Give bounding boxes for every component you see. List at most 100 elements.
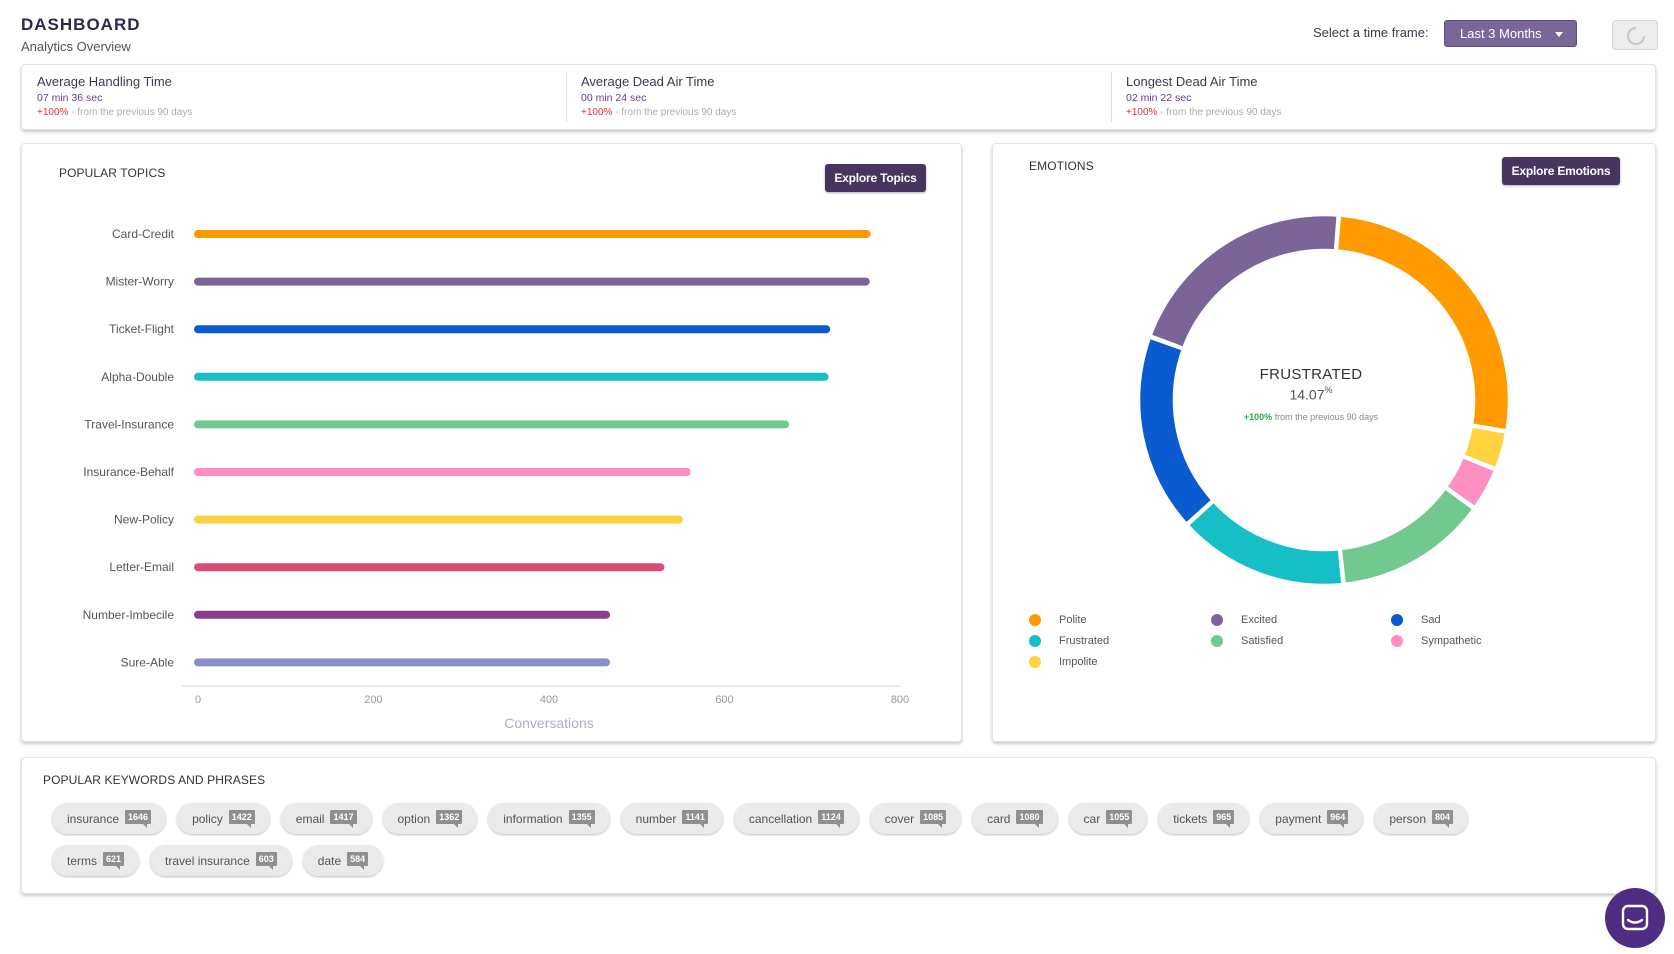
keyword-count-badge: 1362: [436, 809, 463, 828]
x-axis-title: Conversations: [504, 715, 594, 731]
keyword-count-badge: 1422: [228, 809, 255, 828]
keywords-row: terms 621 travel insurance 603 date 584: [52, 845, 394, 876]
keyword-count-badge: 1085: [920, 809, 947, 828]
keyword-pill[interactable]: travel insurance 603: [150, 845, 292, 876]
spinner-icon: [1627, 27, 1645, 45]
popular-topics-card: POPULAR TOPICS Explore Topics Card-Credi…: [21, 143, 962, 742]
kpi-change: +100% - from the previous 90 days: [581, 107, 736, 118]
keyword-pill[interactable]: payment 964: [1260, 803, 1364, 834]
donut-slice-sad[interactable]: [1137, 336, 1215, 526]
kpi-change-note: - from the previous 90 days: [68, 107, 193, 118]
explore-emotions-button[interactable]: Explore Emotions: [1502, 157, 1620, 185]
keyword-pill[interactable]: option 1362: [382, 803, 478, 834]
explore-topics-button[interactable]: Explore Topics: [825, 164, 926, 192]
kpi-value: 02 min 22 sec: [1126, 92, 1192, 104]
keyword-label: terms: [67, 853, 97, 868]
timeframe-label: Select a time frame:: [1313, 25, 1429, 40]
refresh-button[interactable]: [1612, 20, 1658, 50]
legend-item-frustrated[interactable]: Frustrated: [1029, 635, 1109, 647]
keyword-label: tickets: [1173, 811, 1208, 826]
x-tick-label: 200: [364, 694, 382, 706]
keyword-count-badge: 965: [1213, 809, 1235, 828]
kpi-change: +100% - from the previous 90 days: [37, 107, 192, 118]
keyword-pill[interactable]: cover 1085: [869, 803, 962, 834]
page-subtitle: Analytics Overview: [21, 39, 131, 54]
keyword-pill[interactable]: person 804: [1374, 803, 1469, 834]
keyword-pill[interactable]: terms 621: [52, 845, 140, 876]
caret-down-icon: [1555, 32, 1563, 37]
timeframe-selected: Last 3 Months: [1460, 26, 1542, 41]
donut-slice-frustrated[interactable]: [1186, 499, 1344, 587]
bar-category-label: Card-Credit: [112, 227, 175, 241]
keyword-pill[interactable]: email 1417: [280, 803, 372, 834]
kpi-title: Average Dead Air Time: [581, 74, 715, 89]
legend-item-sad[interactable]: Sad: [1391, 614, 1441, 626]
bar-category-label: Sure-Able: [121, 655, 175, 669]
donut-slice-satisfied[interactable]: [1339, 486, 1476, 586]
keyword-count-badge: 1055: [1106, 809, 1133, 828]
keyword-count-badge: 1080: [1016, 809, 1043, 828]
keyword-count-badge: 1355: [568, 809, 595, 828]
keyword-label: person: [1389, 811, 1427, 826]
legend-label: Frustrated: [1059, 635, 1110, 647]
keyword-label: email: [295, 811, 325, 826]
keyword-pill[interactable]: cancellation 1124: [733, 803, 859, 834]
donut-center-label: FRUSTRATED: [1259, 366, 1363, 383]
legend-label: Sad: [1421, 614, 1441, 626]
legend-label: Polite: [1059, 614, 1087, 626]
keyword-pill[interactable]: car 1055: [1068, 803, 1148, 834]
keyword-pill[interactable]: date 584: [302, 845, 384, 876]
keyword-pill[interactable]: card 1080: [972, 803, 1058, 834]
donut-slice-excited[interactable]: [1148, 213, 1340, 350]
legend-item-polite[interactable]: Polite: [1029, 614, 1087, 626]
donut-slice-polite[interactable]: [1335, 214, 1511, 432]
keyword-pill[interactable]: insurance 1646: [52, 803, 167, 834]
topics-bar-chart: Card-Credit Mister-Worry Ticket-Flight Alph…: [83, 227, 910, 731]
legend-item-satisfied[interactable]: Satisfied: [1211, 635, 1283, 647]
donut-center-change-note: from the previous 90 days: [1274, 412, 1379, 423]
kpi-change-percent: +100%: [1126, 107, 1158, 118]
x-tick-label: 0: [195, 694, 201, 706]
bar-category-label: Insurance-Behalf: [83, 465, 174, 479]
keyword-count-badge: 584: [347, 851, 369, 870]
donut-center-value-wrap: 14.07%: [1211, 385, 1411, 404]
keyword-pill[interactable]: tickets 965: [1158, 803, 1250, 834]
keyword-count-badge: 804: [1432, 809, 1454, 828]
legend-label: Excited: [1241, 614, 1278, 626]
keyword-label: payment: [1275, 811, 1322, 826]
keyword-label: information: [503, 811, 563, 826]
kpi-card: Average Handling Time 07 min 36 sec +100…: [21, 64, 1656, 130]
legend-label: Satisfied: [1241, 635, 1284, 647]
keyword-count-badge: 1417: [330, 809, 357, 828]
legend-dot: [1391, 614, 1403, 626]
chat-launcher-button[interactable]: [1605, 888, 1665, 948]
keyword-count-badge: 603: [255, 851, 277, 870]
donut-slice-sympathetic[interactable]: [1444, 455, 1497, 509]
keyword-label: insurance: [67, 811, 120, 826]
timeframe-dropdown[interactable]: Last 3 Months: [1444, 20, 1577, 47]
kpi-divider: [566, 72, 567, 122]
keyword-pill[interactable]: information 1355: [488, 803, 610, 834]
keyword-label: card: [987, 811, 1011, 826]
kpi-title: Average Handling Time: [37, 74, 172, 89]
legend-item-excited[interactable]: Excited: [1211, 614, 1277, 626]
bar-category-label: Mister-Worry: [106, 275, 174, 289]
kpi-value: 00 min 24 sec: [581, 92, 647, 104]
x-tick-label: 600: [715, 694, 733, 706]
keyword-pill[interactable]: number 1141: [620, 803, 723, 834]
donut-slice-impolite[interactable]: [1461, 424, 1508, 470]
kpi-longest-dead-air-time: Longest Dead Air Time 02 min 22 sec +100…: [1111, 65, 1651, 129]
legend-dot: [1391, 635, 1403, 647]
kpi-title: Longest Dead Air Time: [1126, 74, 1258, 89]
legend-item-impolite[interactable]: Impolite: [1029, 656, 1098, 668]
kpi-change-percent: +100%: [37, 107, 69, 118]
keyword-count-badge: 964: [1327, 809, 1349, 828]
kpi-change-note: - from the previous 90 days: [1157, 107, 1282, 118]
kpi-divider: [1111, 72, 1112, 122]
donut-center-unit: %: [1324, 385, 1333, 395]
keyword-label: car: [1083, 811, 1101, 826]
x-tick-label: 400: [540, 694, 558, 706]
keyword-label: cancellation: [748, 811, 813, 826]
keyword-pill[interactable]: policy 1422: [177, 803, 270, 834]
legend-item-sympathetic[interactable]: Sympathetic: [1391, 635, 1482, 647]
